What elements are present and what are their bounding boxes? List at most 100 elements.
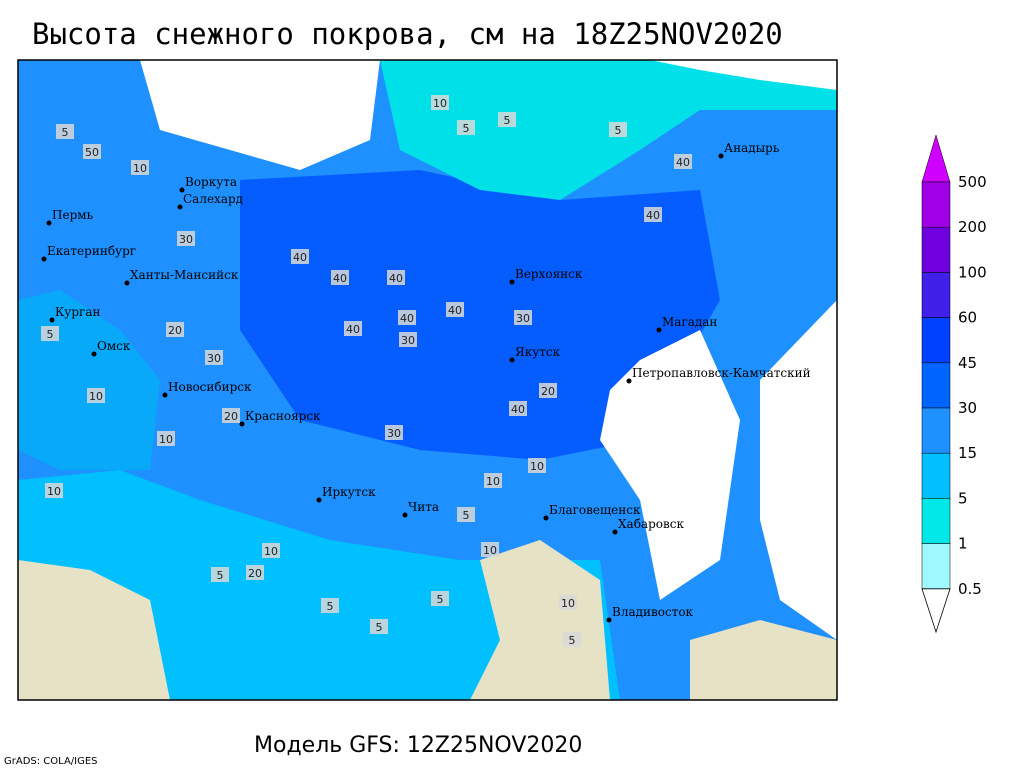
contour-label-box xyxy=(457,120,475,135)
snow-deep xyxy=(240,170,720,460)
city-label: Новосибирск xyxy=(168,380,252,394)
contour-label-box xyxy=(246,565,264,580)
contour-label-box xyxy=(83,144,101,159)
city-dot xyxy=(606,617,612,623)
contour-label: 5 xyxy=(504,114,511,127)
city-label: Екатеринбург xyxy=(47,244,136,258)
contour-label: 5 xyxy=(437,593,444,606)
contour-label-box xyxy=(674,154,692,169)
contour-label-box xyxy=(385,425,403,440)
contour-label-box xyxy=(539,383,557,398)
contour-label: 40 xyxy=(448,304,462,317)
city-dot xyxy=(162,392,168,398)
contour-label-box xyxy=(331,270,349,285)
contour-label: 10 xyxy=(159,433,173,446)
city-dot xyxy=(402,512,408,518)
contour-label: 40 xyxy=(333,272,347,285)
contour-label-box xyxy=(387,270,405,285)
colorbar-band xyxy=(921,452,951,499)
contour-label: 40 xyxy=(400,312,414,325)
bare-ground xyxy=(470,540,610,700)
city-dot xyxy=(656,327,662,333)
contour-label-box xyxy=(177,231,195,246)
contour-label: 10 xyxy=(433,97,447,110)
colorbar-band xyxy=(921,181,951,228)
contour-label-box xyxy=(87,388,105,403)
labels: Воркута Салехард Пермь Екатеринбург Ханты-Ма… xyxy=(41,95,811,647)
sea xyxy=(650,60,837,90)
city-label: Воркута xyxy=(185,175,237,189)
contour-label: 20 xyxy=(224,410,238,423)
city-dot xyxy=(718,153,724,159)
contour-label-box xyxy=(484,473,502,488)
city-dot xyxy=(91,351,97,357)
contour-label: 5 xyxy=(615,124,622,137)
contour-label-box xyxy=(431,591,449,606)
contour-label-box xyxy=(344,321,362,336)
colorbar-label: 60 xyxy=(958,309,977,327)
contour-label-box xyxy=(559,595,577,610)
map-frame xyxy=(17,59,838,701)
city-dot xyxy=(177,204,183,210)
contour-label-box xyxy=(45,483,63,498)
city-dot xyxy=(509,357,515,363)
contour-label: 10 xyxy=(483,544,497,557)
contour-label-box xyxy=(514,310,532,325)
contour-label: 40 xyxy=(646,209,660,222)
contour-label: 5 xyxy=(463,509,470,522)
contour-label-box xyxy=(457,507,475,522)
contour-label: 5 xyxy=(47,328,54,341)
contour-label: 20 xyxy=(248,567,262,580)
contour-label-box xyxy=(563,632,581,647)
contour-label-box xyxy=(431,95,449,110)
city-dot xyxy=(543,515,549,521)
contour-label-box xyxy=(370,619,388,634)
map-area xyxy=(18,60,837,700)
contour-label-box xyxy=(205,350,223,365)
contour-label-box xyxy=(157,431,175,446)
contour-label-box xyxy=(222,408,240,423)
city-dot xyxy=(239,421,245,427)
contour-label: 30 xyxy=(387,427,401,440)
colorbar-band xyxy=(921,543,951,590)
city-label: Магадан xyxy=(662,315,717,329)
contour-label: 50 xyxy=(85,146,99,159)
colorbar-band xyxy=(921,407,951,454)
city-label: Анадырь xyxy=(724,141,780,155)
contour-label-box xyxy=(211,567,229,582)
city-dot xyxy=(612,529,618,535)
contour-label-box xyxy=(644,207,662,222)
contour-label: 40 xyxy=(389,272,403,285)
colorbar-top xyxy=(921,134,951,183)
contour-label-box xyxy=(41,326,59,341)
contour-label-box xyxy=(481,542,499,557)
colorbar-band xyxy=(921,272,951,318)
colorbar-label: 1 xyxy=(958,535,968,553)
colorbar-label: 200 xyxy=(958,218,987,236)
city-label: Ханты-Мансийск xyxy=(130,268,239,282)
city-label: Салехард xyxy=(183,192,243,206)
contour-label-box xyxy=(498,112,516,127)
colorbar-label: 500 xyxy=(958,173,987,191)
contour-label: 10 xyxy=(530,460,544,473)
contour-label: 5 xyxy=(569,634,576,647)
city-label: Курган xyxy=(55,305,100,319)
colorbar: 500 200 100 60 45 30 15 5 1 0.5 xyxy=(921,134,987,634)
contour-label: 40 xyxy=(293,251,307,264)
contour-label: 30 xyxy=(516,312,530,325)
colorbar-label: 0.5 xyxy=(958,580,982,598)
colorbar-label: 30 xyxy=(958,399,977,417)
city-label: Пермь xyxy=(52,208,94,222)
contour-label: 5 xyxy=(463,122,470,135)
contour-label: 10 xyxy=(133,162,147,175)
city-label: Петропавловск-Камчатский xyxy=(632,366,811,380)
city-label: Красноярск xyxy=(245,409,321,423)
city-label: Омск xyxy=(97,339,131,353)
colorbar-band xyxy=(921,317,951,364)
model-footer: Модель GFS: 12Z25NOV2020 xyxy=(254,733,582,758)
contour-label: 40 xyxy=(676,156,690,169)
contour-label-box xyxy=(609,122,627,137)
contour-label: 40 xyxy=(346,323,360,336)
contour-label: 10 xyxy=(47,485,61,498)
